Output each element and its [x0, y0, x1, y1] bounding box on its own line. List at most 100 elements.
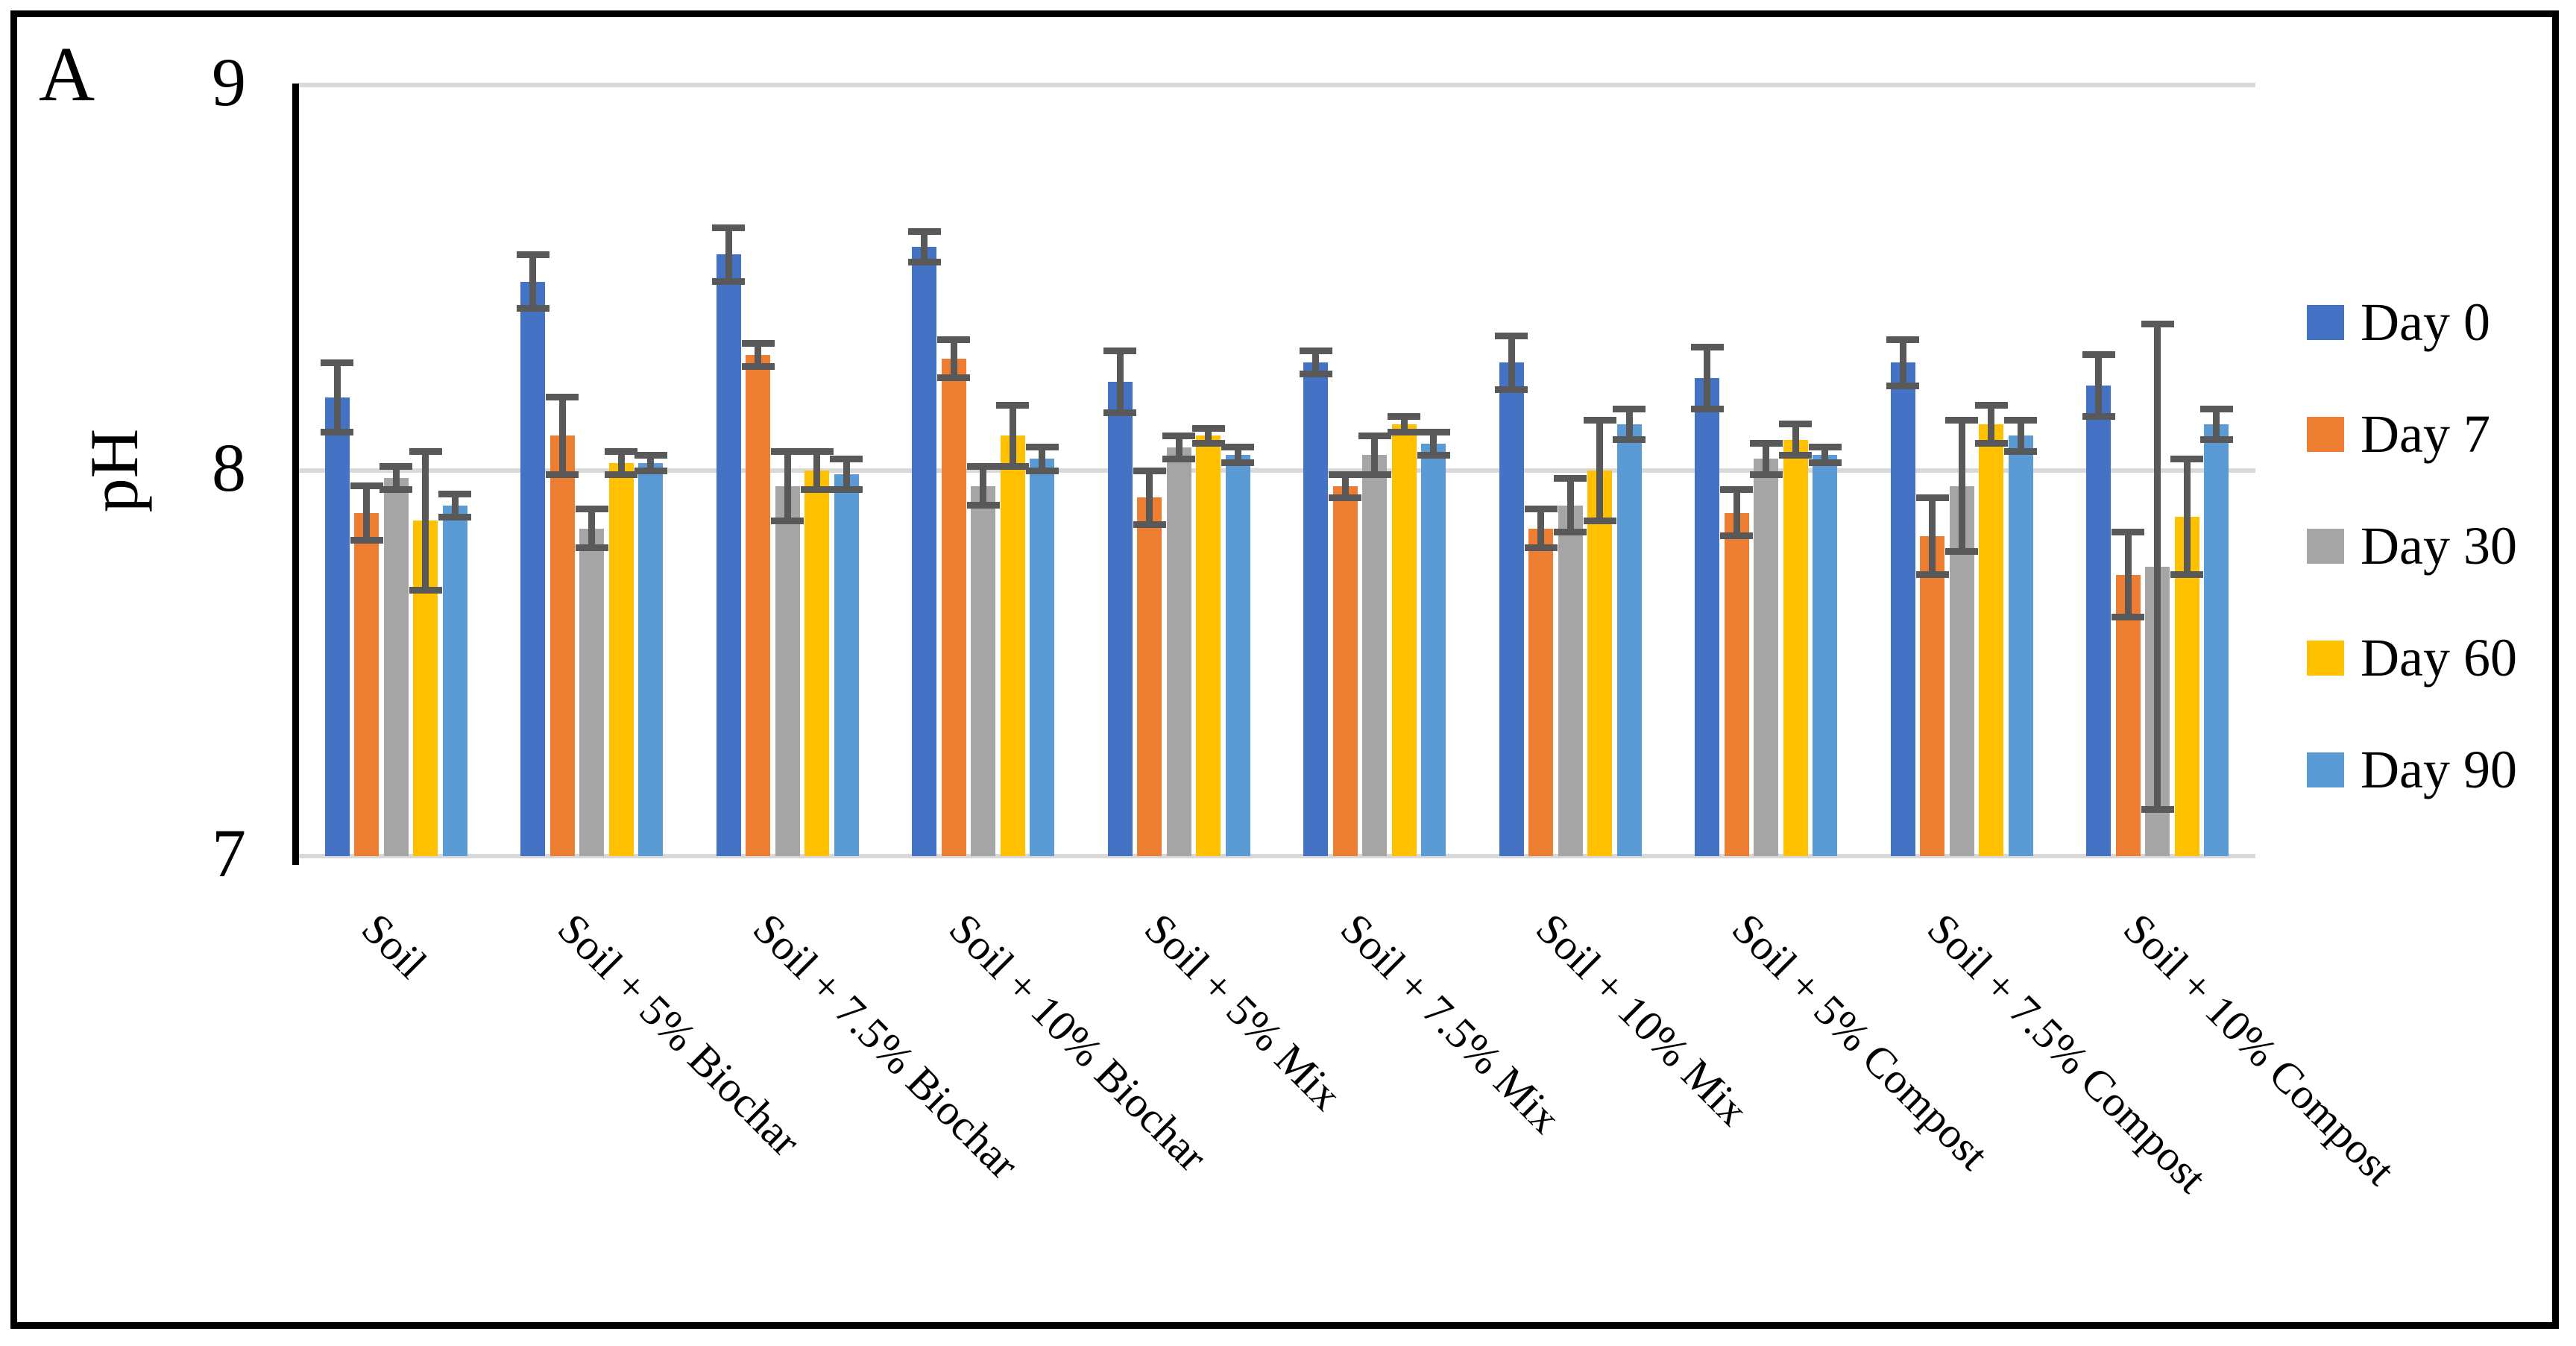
error-bar-soil-7-5-biochar-day-7 — [755, 343, 762, 367]
legend-label-day-90: Day 90 — [2361, 740, 2517, 799]
legend-label-day-7: Day 7 — [2361, 404, 2490, 464]
error-cap-bottom-soil-7-5-biochar-day-90 — [830, 486, 863, 494]
bar-soil-5-biochar-day-60 — [608, 462, 634, 856]
error-bar-soil-5-mix-day-0 — [1116, 350, 1124, 413]
bar-soil-10-biochar-day-0 — [912, 247, 937, 856]
error-bar-soil-7-5-biochar-day-0 — [725, 227, 732, 282]
error-bar-soil-7-5-mix-day-60 — [1400, 416, 1408, 433]
y-tick-label-7: 7 — [212, 815, 246, 891]
legend-label-day-60: Day 60 — [2361, 628, 2517, 688]
bar-soil-10-mix-day-7 — [1528, 528, 1554, 856]
error-cap-bottom-soil-10-biochar-day-60 — [996, 463, 1030, 471]
error-cap-bottom-soil-10-mix-day-90 — [1613, 436, 1646, 444]
error-cap-top-soil-5-mix-day-30 — [1162, 432, 1196, 439]
error-cap-top-soil-7-5-biochar-day-60 — [800, 447, 834, 455]
error-cap-top-soil-7-5-mix-day-0 — [1299, 347, 1332, 355]
bar-soil-5-compost-day-0 — [1695, 377, 1720, 856]
error-bar-soil-5-compost-day-90 — [1821, 447, 1829, 463]
legend-item-day-60: Day 60 — [2307, 631, 2517, 685]
error-cap-bottom-soil-5-compost-day-0 — [1690, 405, 1724, 412]
error-cap-bottom-soil-5-biochar-day-60 — [605, 471, 638, 478]
error-bar-soil-day-0 — [333, 362, 341, 433]
bar-soil-day-0 — [324, 397, 350, 856]
error-cap-bottom-soil-10-biochar-day-7 — [937, 374, 971, 382]
figure-border — [10, 10, 2559, 1329]
error-cap-top-soil-7-5-compost-day-90 — [2004, 417, 2038, 424]
error-bar-soil-day-7 — [363, 485, 371, 541]
error-cap-bottom-soil-5-biochar-day-30 — [575, 544, 608, 551]
error-cap-top-soil-5-compost-day-7 — [1720, 486, 1754, 494]
error-cap-top-soil-10-mix-day-30 — [1554, 474, 1587, 482]
error-bar-soil-7-5-compost-day-60 — [1988, 405, 1995, 444]
error-cap-top-soil-7-5-compost-day-0 — [1886, 336, 1920, 343]
error-bar-soil-day-90 — [451, 494, 459, 518]
error-cap-bottom-soil-7-5-compost-day-0 — [1886, 382, 1920, 389]
legend-item-day-7: Day 7 — [2307, 407, 2490, 461]
error-bar-soil-7-5-biochar-day-30 — [784, 451, 791, 521]
error-cap-top-soil-5-mix-day-60 — [1191, 424, 1225, 432]
error-bar-soil-day-60 — [422, 451, 429, 591]
bar-soil-5-mix-day-0 — [1107, 382, 1133, 856]
error-cap-top-soil-10-compost-day-0 — [2082, 351, 2115, 359]
error-bar-soil-7-5-biochar-day-60 — [813, 451, 821, 490]
error-bar-soil-5-compost-day-7 — [1733, 489, 1740, 536]
error-cap-bottom-soil-5-mix-day-0 — [1103, 409, 1137, 416]
error-cap-top-soil-5-compost-day-0 — [1690, 344, 1724, 351]
error-bar-soil-5-biochar-day-30 — [588, 509, 596, 548]
error-bar-soil-10-mix-day-90 — [1625, 409, 1633, 440]
error-bar-soil-5-mix-day-90 — [1234, 447, 1241, 463]
bar-soil-7-5-mix-day-30 — [1362, 455, 1388, 856]
error-bar-soil-5-biochar-day-0 — [529, 254, 537, 309]
error-bar-soil-10-compost-day-7 — [2124, 532, 2132, 617]
error-cap-bottom-soil-day-60 — [409, 586, 442, 594]
error-cap-top-soil-10-mix-day-90 — [1613, 405, 1646, 412]
bar-soil-7-5-mix-day-0 — [1303, 362, 1329, 856]
bar-soil-10-biochar-day-30 — [971, 485, 996, 856]
error-cap-bottom-soil-5-biochar-day-90 — [634, 467, 667, 474]
error-bar-soil-7-5-compost-day-90 — [2017, 420, 2024, 452]
error-cap-bottom-soil-day-7 — [350, 536, 383, 544]
error-bar-soil-10-mix-day-60 — [1596, 420, 1604, 521]
error-bar-soil-7-5-mix-day-7 — [1341, 474, 1349, 498]
error-bar-soil-5-mix-day-60 — [1205, 428, 1212, 444]
x-axis-label-soil-10-compost: Soil + 10% Compost — [2114, 904, 2509, 1194]
error-cap-top-soil-7-5-biochar-day-0 — [712, 224, 746, 231]
bar-soil-5-compost-day-60 — [1783, 439, 1808, 856]
bar-soil-7-5-compost-day-90 — [2008, 435, 2033, 856]
error-cap-bottom-soil-7-5-biochar-day-0 — [712, 278, 746, 286]
error-cap-top-soil-day-90 — [438, 490, 472, 497]
bar-soil-7-5-biochar-day-60 — [804, 471, 830, 856]
error-cap-top-soil-day-30 — [380, 463, 413, 471]
error-bar-soil-10-compost-day-30 — [2154, 324, 2161, 810]
error-cap-bottom-soil-10-mix-day-7 — [1524, 544, 1558, 551]
bar-soil-10-compost-day-7 — [2115, 574, 2141, 856]
error-cap-top-soil-day-60 — [409, 447, 442, 455]
error-cap-top-soil-7-5-mix-day-7 — [1329, 471, 1362, 478]
error-bar-soil-10-compost-day-60 — [2183, 459, 2191, 575]
gridline-ph-7 — [298, 854, 2255, 858]
error-cap-top-soil-10-biochar-day-30 — [966, 463, 1000, 471]
error-bar-soil-10-biochar-day-0 — [921, 231, 928, 262]
error-bar-soil-10-mix-day-30 — [1566, 478, 1574, 532]
bar-soil-7-5-biochar-day-30 — [775, 485, 800, 856]
error-cap-bottom-soil-day-90 — [438, 513, 472, 521]
error-cap-bottom-soil-10-biochar-day-90 — [1025, 467, 1059, 474]
error-cap-bottom-soil-5-compost-day-90 — [1808, 459, 1842, 467]
error-bar-soil-10-mix-day-0 — [1508, 336, 1515, 390]
bar-soil-10-biochar-day-60 — [1000, 435, 1025, 856]
bar-soil-day-90 — [442, 505, 467, 856]
error-cap-top-soil-5-mix-day-0 — [1103, 347, 1137, 355]
error-bar-soil-7-5-compost-day-0 — [1899, 339, 1906, 386]
error-bar-soil-10-biochar-day-30 — [980, 466, 987, 506]
legend-swatch-day-60 — [2307, 640, 2344, 676]
error-cap-bottom-soil-10-biochar-day-30 — [966, 502, 1000, 509]
error-cap-bottom-soil-7-5-mix-day-30 — [1358, 471, 1391, 478]
error-bar-soil-7-5-mix-day-0 — [1312, 350, 1320, 374]
legend-label-day-30: Day 30 — [2361, 516, 2517, 576]
bar-soil-5-biochar-day-7 — [549, 435, 575, 856]
error-cap-bottom-soil-7-5-compost-day-60 — [1974, 440, 2008, 447]
legend-item-day-30: Day 30 — [2307, 519, 2517, 573]
error-cap-top-soil-10-biochar-day-60 — [996, 401, 1030, 409]
error-cap-bottom-soil-7-5-mix-day-60 — [1388, 428, 1421, 435]
error-cap-top-soil-10-compost-day-90 — [2199, 405, 2233, 412]
